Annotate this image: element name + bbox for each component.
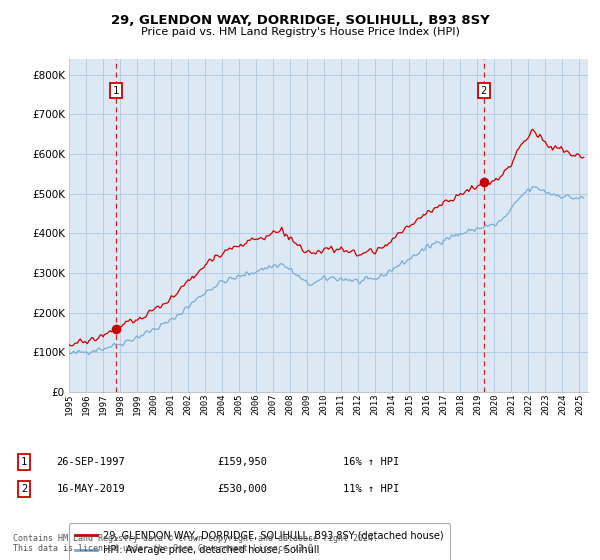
Text: £530,000: £530,000	[217, 484, 267, 494]
Legend: 29, GLENDON WAY, DORRIDGE, SOLIHULL, B93 8SY (detached house), HPI: Average pric: 29, GLENDON WAY, DORRIDGE, SOLIHULL, B93…	[68, 524, 450, 560]
Text: 29, GLENDON WAY, DORRIDGE, SOLIHULL, B93 8SY: 29, GLENDON WAY, DORRIDGE, SOLIHULL, B93…	[110, 14, 490, 27]
Text: 2: 2	[21, 484, 27, 494]
Text: 1: 1	[113, 86, 119, 96]
Text: Contains HM Land Registry data © Crown copyright and database right 2024.
This d: Contains HM Land Registry data © Crown c…	[13, 534, 378, 553]
Point	[479, 178, 488, 186]
Point	[111, 324, 121, 333]
Text: Price paid vs. HM Land Registry's House Price Index (HPI): Price paid vs. HM Land Registry's House …	[140, 27, 460, 37]
Text: 11% ↑ HPI: 11% ↑ HPI	[343, 484, 400, 494]
Text: 26-SEP-1997: 26-SEP-1997	[56, 457, 125, 467]
Text: 16-MAY-2019: 16-MAY-2019	[56, 484, 125, 494]
Text: 2: 2	[481, 86, 487, 96]
Text: 16% ↑ HPI: 16% ↑ HPI	[343, 457, 400, 467]
Text: 1: 1	[21, 457, 27, 467]
Text: £159,950: £159,950	[217, 457, 267, 467]
